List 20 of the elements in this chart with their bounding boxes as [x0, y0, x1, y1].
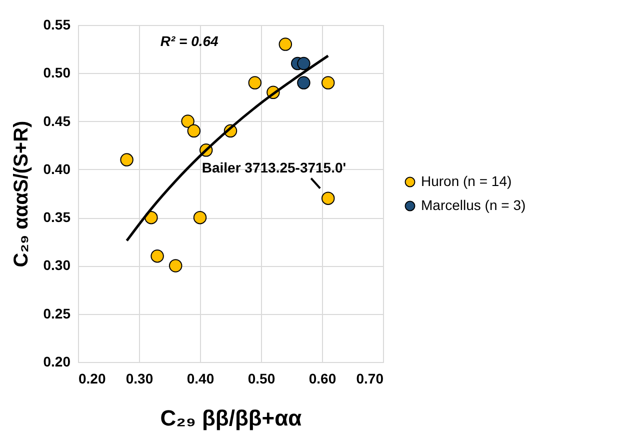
- y-axis-title: C₂₉ αααS/(S+R): [10, 120, 32, 268]
- y-tick-label: 0.45: [43, 112, 71, 129]
- legend-label: Marcellus (n = 3): [421, 197, 526, 213]
- y-tick-label: 0.35: [43, 209, 71, 226]
- y-tick-label: 0.50: [43, 64, 71, 81]
- x-tick-label: 0.50: [248, 370, 276, 386]
- x-tick-label: 0.30: [126, 370, 154, 386]
- y-tick-label: 0.40: [43, 160, 71, 177]
- x-tick-label: 0.70: [356, 370, 384, 386]
- y-tick-label: 0.30: [43, 257, 71, 274]
- y-tick-label: 0.55: [43, 16, 71, 32]
- x-tick-label: 0.60: [308, 370, 336, 386]
- y-tick-label: 0.25: [43, 305, 71, 322]
- y-tick-label: 0.20: [43, 354, 71, 370]
- legend-label: Huron (n = 14): [421, 173, 512, 189]
- annotation: R² = 0.64: [160, 32, 219, 49]
- annotation: Bailer 3713.25-3715.0': [202, 159, 346, 176]
- x-tick-label: 0.40: [186, 370, 214, 386]
- x-tick-label: 0.20: [78, 370, 106, 386]
- x-axis-title: C₂₉ ββ/ββ+αα: [160, 406, 302, 430]
